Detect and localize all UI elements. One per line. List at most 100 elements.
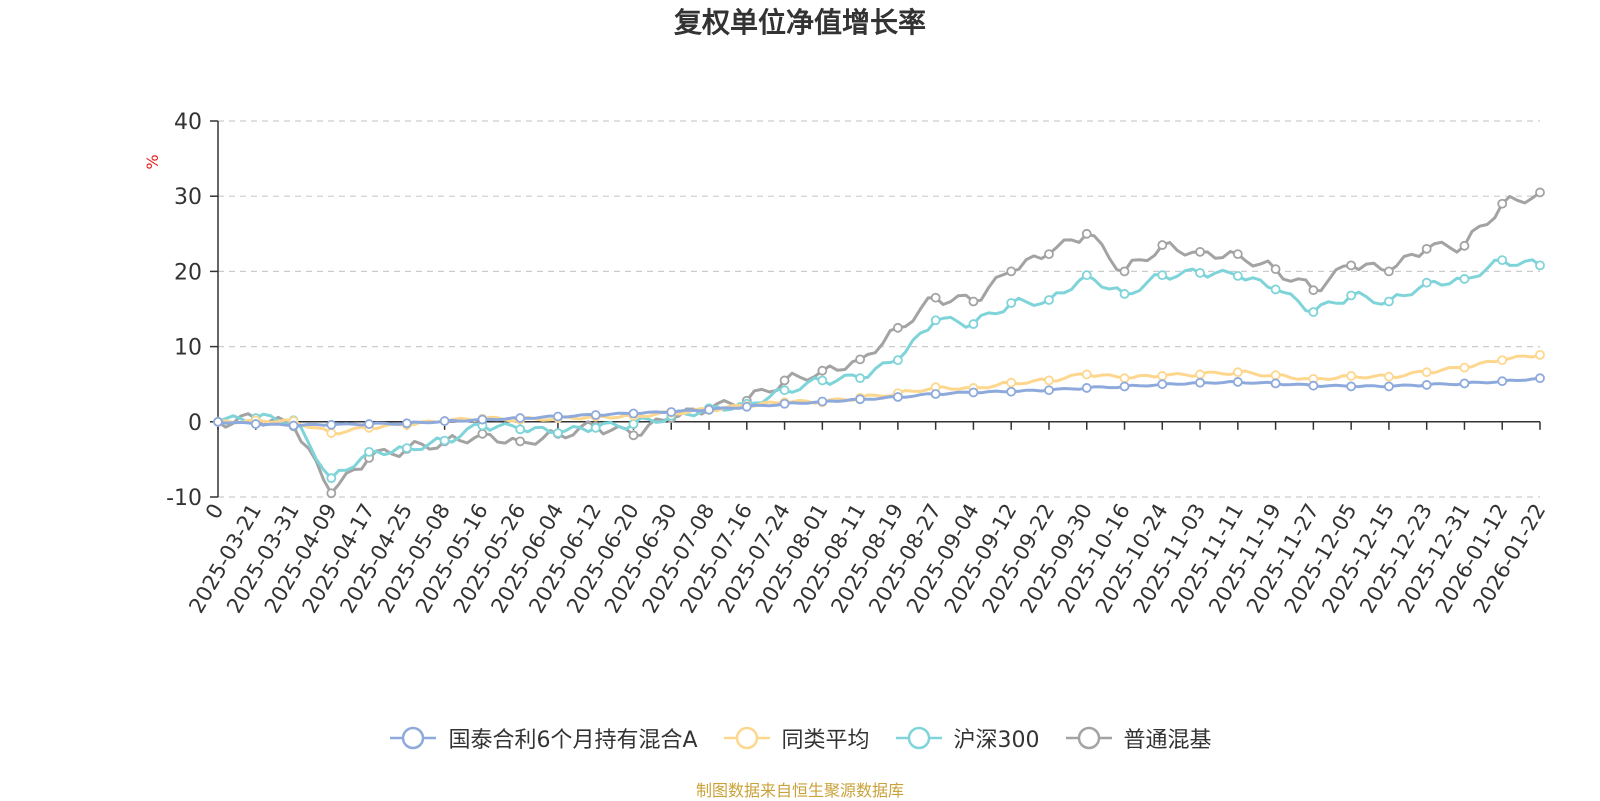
data-point — [1081, 228, 1092, 239]
data-point — [1157, 270, 1168, 281]
data-point — [1497, 198, 1508, 209]
data-point — [779, 375, 790, 386]
data-point — [1157, 371, 1168, 381]
data-point — [1044, 249, 1054, 260]
data-point — [439, 435, 450, 446]
data-point — [590, 410, 601, 420]
data-point — [628, 419, 639, 429]
data-point — [1195, 246, 1205, 257]
line-chart: -10010203040%02025-03-212025-03-312025-0… — [143, 110, 1550, 617]
data-point — [1270, 284, 1281, 295]
data-point — [1195, 369, 1205, 380]
data-point — [1270, 370, 1281, 381]
data-point — [1006, 298, 1017, 308]
data-point — [704, 404, 714, 415]
data-point — [1195, 377, 1205, 388]
data-point — [1232, 367, 1243, 378]
data-point — [892, 355, 903, 366]
data-point — [1459, 378, 1470, 389]
data-point — [968, 319, 979, 329]
data-point — [515, 424, 526, 435]
data-point — [1421, 380, 1432, 390]
legend-marker-icon — [895, 726, 942, 750]
chart-title: 复权单位净值增长率 — [673, 6, 926, 39]
y-tick-label: 10 — [174, 336, 202, 361]
data-point — [250, 419, 261, 429]
data-point — [1535, 260, 1545, 271]
legend-item[interactable]: 同类平均 — [722, 722, 870, 754]
data-point — [1308, 380, 1319, 391]
series-line — [217, 376, 1541, 428]
data-point — [515, 436, 526, 447]
data-point — [477, 428, 488, 439]
data-point — [1459, 274, 1470, 284]
data-point — [666, 407, 677, 417]
data-point — [855, 373, 866, 384]
data-point — [1497, 355, 1508, 366]
data-point — [1270, 378, 1281, 389]
data-point — [1384, 266, 1394, 277]
legend-item[interactable]: 沪深300 — [894, 722, 1040, 754]
data-point — [1081, 270, 1092, 281]
data-point — [855, 394, 866, 405]
data-point — [892, 392, 903, 402]
y-tick-label: 0 — [188, 411, 202, 436]
data-point — [817, 375, 828, 386]
data-point — [1384, 381, 1394, 392]
axis-labels: -10010203040%02025-03-212025-03-312025-0… — [143, 110, 1550, 617]
data-point — [1232, 377, 1243, 387]
data-point — [401, 418, 412, 429]
data-point — [1270, 264, 1281, 275]
data-point — [1195, 268, 1205, 278]
data-point — [930, 389, 941, 399]
legend-item[interactable]: 国泰合利6个月持有混合A — [388, 722, 698, 754]
data-point — [1535, 373, 1545, 384]
legend-label: 沪深300 — [953, 728, 1040, 753]
data-point — [1044, 375, 1054, 386]
data-point — [1081, 383, 1092, 393]
data-point — [1535, 187, 1545, 198]
data-point — [553, 411, 563, 422]
data-point — [590, 422, 601, 433]
data-point — [1119, 289, 1130, 299]
data-point — [1535, 349, 1545, 360]
data-point — [1119, 266, 1130, 277]
data-point — [326, 428, 337, 438]
data-point — [1006, 266, 1017, 277]
data-point — [213, 416, 223, 427]
axes — [210, 120, 1541, 498]
data-point — [1421, 243, 1432, 254]
data-point — [1459, 240, 1470, 251]
data-point — [968, 296, 979, 307]
data-point — [1346, 371, 1357, 381]
data-point — [779, 385, 790, 396]
legend-marker-icon — [1065, 726, 1112, 750]
y-tick-label: 20 — [174, 260, 202, 285]
data-point — [628, 430, 639, 441]
legend-item[interactable]: 普通混基 — [1064, 722, 1212, 754]
data-point — [968, 387, 979, 398]
y-tick-label: 30 — [174, 185, 202, 210]
data-point — [1157, 379, 1168, 390]
data-point — [288, 420, 299, 431]
data-point — [855, 354, 866, 365]
legend-marker-icon — [390, 726, 437, 750]
x-tick-label: 0 — [201, 500, 228, 524]
legend-label: 普通混基 — [1123, 728, 1212, 753]
y-axis-unit: % — [143, 154, 162, 169]
data-point — [1384, 296, 1394, 307]
data-point — [892, 322, 903, 333]
data-point — [1081, 369, 1092, 380]
legend-label: 同类平均 — [781, 728, 870, 753]
data-point — [1119, 373, 1130, 384]
data-point — [628, 408, 639, 419]
data-point — [930, 292, 941, 303]
data-point — [1044, 295, 1054, 305]
data-point — [1421, 367, 1432, 378]
data-point — [1006, 386, 1017, 397]
data-point — [326, 419, 337, 430]
data-point — [326, 473, 337, 484]
data-point — [439, 416, 450, 426]
series-line — [217, 258, 1541, 480]
